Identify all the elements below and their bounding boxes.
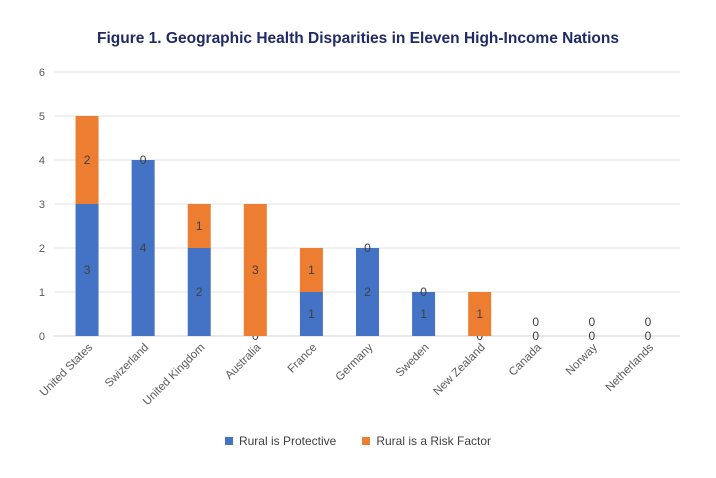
y-tick-label: 0	[39, 331, 45, 343]
data-label: 3	[84, 263, 91, 277]
data-label: 0	[140, 153, 147, 167]
bar-segment	[131, 160, 155, 336]
chart-title: Figure 1. Geographic Health Disparities …	[97, 30, 619, 47]
bar-segment	[468, 292, 492, 336]
legend-item-risk: Rural is a Risk Factor	[362, 434, 491, 448]
bar-segment	[299, 292, 323, 336]
legend-swatch-risk	[362, 437, 371, 445]
data-label: 1	[196, 219, 203, 233]
y-tick-label: 5	[39, 111, 45, 123]
x-tick-label: United States	[38, 341, 95, 398]
legend-swatch-protective	[224, 437, 233, 445]
legend-label-risk: Rural is a Risk Factor	[376, 434, 492, 448]
data-label: 0	[532, 315, 539, 329]
data-label: 0	[645, 329, 652, 343]
bar-segment	[356, 248, 379, 336]
y-tick-label: 6	[39, 67, 45, 79]
bar-segment	[187, 204, 211, 248]
bar-segment	[187, 248, 211, 336]
data-label: 2	[364, 285, 371, 299]
x-tick-label: Australia	[223, 341, 264, 382]
x-tick-label: Sweden	[394, 342, 432, 380]
data-label: 3	[252, 263, 259, 277]
y-tick-label: 4	[39, 155, 45, 167]
y-tick-label: 1	[39, 287, 45, 299]
bar-segment	[243, 204, 267, 336]
data-label: 0	[589, 329, 596, 343]
x-tick-label: Norway	[564, 341, 600, 377]
data-label: 0	[532, 329, 539, 343]
data-label: 2	[196, 285, 203, 299]
legend-label-protective: Rural is Protective	[238, 434, 337, 448]
bar-segment	[299, 248, 323, 292]
bar-segment	[75, 116, 99, 204]
x-tick-label: New Zealand	[431, 342, 487, 398]
y-tick-label: 3	[39, 199, 45, 211]
data-label: 2	[84, 153, 91, 167]
data-label: 0	[645, 315, 652, 329]
bar-segment	[75, 204, 99, 336]
data-label: 0	[589, 315, 596, 329]
data-label: 4	[140, 241, 147, 255]
data-label: 1	[420, 307, 427, 321]
x-tick-label: France	[286, 342, 320, 376]
x-tick-label: Canada	[507, 341, 544, 378]
data-label: 1	[308, 263, 315, 277]
legend: Rural is Protective Rural is a Risk Fact…	[0, 434, 716, 448]
x-tick-label: United Kingdom	[141, 342, 207, 408]
data-label: 0	[420, 285, 427, 299]
legend-item-protective: Rural is Protective	[224, 434, 337, 448]
x-tick-label: Netherlands	[604, 341, 657, 394]
data-label: 0	[364, 241, 371, 255]
data-label: 1	[308, 307, 315, 321]
bar-segment	[412, 292, 436, 336]
x-tick-label: Germany	[334, 341, 376, 383]
y-tick-label: 2	[39, 243, 45, 255]
x-tick-label: Swizerland	[103, 342, 151, 390]
data-label: 1	[476, 307, 483, 321]
